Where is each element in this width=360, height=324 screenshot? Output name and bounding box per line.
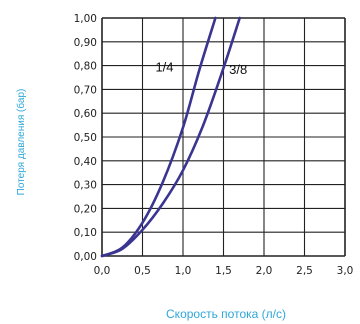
x-tick-label: 2,0 [256,265,273,277]
series-layer [100,16,241,258]
grid [101,17,346,257]
series-labels: 1/4 3/8 [155,60,247,77]
y-tick-label: 0,80 [74,61,97,73]
y-tick-label: 0,10 [74,227,97,239]
y-tick-label: 0,30 [74,180,97,192]
y-tick-label: 0,40 [74,156,97,168]
y-tick-label: 0,20 [74,203,97,215]
x-tick-label: 0,0 [94,265,111,277]
x-tick-label: 3,0 [337,265,354,277]
y-axis-title: Потеря давления (бар) [15,89,27,196]
y-tick-label: 0,90 [74,37,97,49]
y-tick-label: 0,70 [74,84,97,96]
y-tick-label: 0,50 [74,132,97,144]
y-tick-label: 0,00 [74,251,97,263]
y-tick-label: 0,60 [74,108,97,120]
x-tick-label: 0,5 [134,265,151,277]
x-axis-title: Скорость потока (л/с) [166,307,286,321]
x-tick-label: 1,0 [175,265,192,277]
tick-labels: 0,0 0,5 1,0 1,5 2,0 2,5 3,0 0,00 0,10 0,20 0,30 0,4… [74,13,354,277]
series-line-2 [100,16,241,258]
y-tick-label: 1,00 [74,13,97,25]
series-label-1: 1/4 [155,60,173,75]
series-label-2: 3/8 [229,62,247,77]
x-tick-label: 1,5 [215,265,232,277]
x-tick-label: 2,5 [296,265,313,277]
